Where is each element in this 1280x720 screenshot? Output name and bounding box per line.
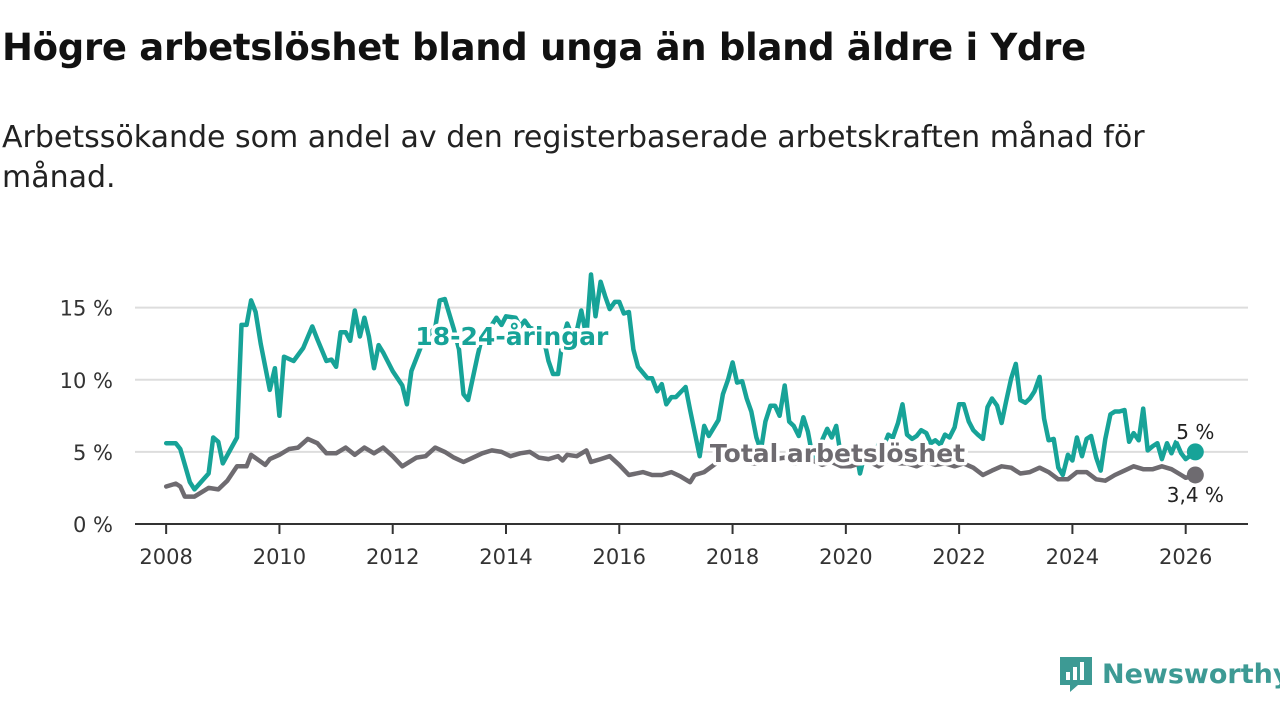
x-tick-label: 2020: [819, 545, 872, 569]
series-label-total: Total arbetslöshet: [710, 439, 965, 468]
x-tick-label: 2012: [366, 545, 419, 569]
series-labels: 18-24-åringar Total arbetslöshet 5 % 3,4 %: [412, 319, 1227, 510]
x-tick-label: 2016: [593, 545, 646, 569]
chart-subtitle: Arbetssökande som andel av den registerb…: [2, 120, 1145, 195]
x-tick-label: 2018: [706, 545, 759, 569]
y-tick-label: 5 %: [73, 441, 113, 465]
axes: 0 % 5 % 10 % 15 % 2008 2010 2012 2014 2016 2018 20…: [60, 297, 1248, 569]
series-line-total: [163, 436, 1198, 499]
y-tick-label: 0 %: [73, 513, 113, 537]
chart-title: Högre arbetslöshet bland unga än bland ä…: [2, 26, 1086, 69]
gridlines: [135, 306, 1248, 453]
end-marker-total: [1186, 466, 1204, 484]
series-lines: [163, 272, 1204, 499]
x-tick-label: 2022: [932, 545, 985, 569]
x-tick-label: 2008: [139, 545, 192, 569]
brand-name: Newsworthy: [1102, 658, 1280, 690]
series-line-youth: [163, 272, 1198, 492]
x-tick-label: 2014: [479, 545, 532, 569]
x-tick-label: 2024: [1046, 545, 1099, 569]
x-tick-label: 2026: [1159, 545, 1212, 569]
newsworthy-brand[interactable]: Newsworthy: [1058, 654, 1280, 694]
end-marker-youth: [1186, 443, 1204, 461]
newsworthy-logo-icon: [1060, 657, 1092, 692]
y-tick-label: 10 %: [60, 369, 113, 393]
end-value-label-youth: 5 %: [1176, 420, 1214, 444]
y-tick-label: 15 %: [60, 297, 113, 321]
x-tick-label: 2010: [253, 545, 306, 569]
end-value-label-total: 3,4 %: [1167, 483, 1224, 507]
series-label-youth: 18-24-åringar: [415, 322, 609, 351]
